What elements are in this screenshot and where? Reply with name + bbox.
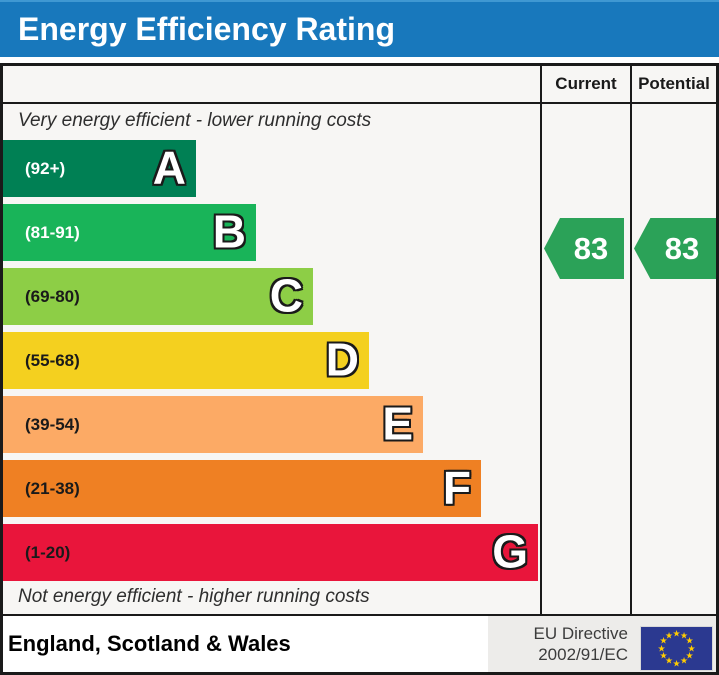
band-E: (39-54) E <box>3 396 423 453</box>
band-A: (92+) A <box>3 140 196 197</box>
eu-flag-star: ★ <box>685 650 694 661</box>
band-range-label: (1-20) <box>25 542 71 562</box>
eu-flag-star: ★ <box>685 635 694 646</box>
band-range-label: (39-54) <box>25 414 80 434</box>
band-letter: B <box>212 205 246 258</box>
eu-directive-label: EU Directive 2002/91/EC <box>498 616 628 672</box>
band-range-label: (21-38) <box>25 478 80 498</box>
potential-rating-arrow: 83 <box>634 218 716 279</box>
band-range-label: (69-80) <box>25 286 80 306</box>
band-G: (1-20) G <box>3 524 538 581</box>
top-note: Very energy efficient - lower running co… <box>18 110 372 131</box>
band-letter: F <box>442 461 471 514</box>
band-letter: G <box>492 525 528 578</box>
band-letter: A <box>152 141 186 194</box>
eu-directive-line1: EU Directive <box>533 623 628 643</box>
band-D: (55-68) D <box>3 332 369 389</box>
band-F: (21-38) F <box>3 460 481 517</box>
eu-flag-star: ★ <box>679 630 689 640</box>
band-range-label: (92+) <box>25 158 66 178</box>
potential-rating-value: 83 <box>664 230 700 266</box>
column-divider-potential <box>630 63 632 616</box>
eu-directive-line2: 2002/91/EC <box>538 645 628 664</box>
column-header-current: Current <box>555 74 617 93</box>
current-rating-arrow: 83 <box>544 218 624 279</box>
eu-flag-star: ★ <box>659 650 668 661</box>
current-rating-value: 83 <box>573 230 609 266</box>
footer-divider <box>0 614 719 616</box>
eu-flag-star: ★ <box>687 643 696 653</box>
column-header-potential: Potential <box>638 74 710 93</box>
band-letter: D <box>325 333 359 386</box>
eu-flag-icon: ★ ★ ★ ★ ★ ★ ★ ★ ★ ★ ★ ★ <box>640 626 713 671</box>
eu-flag-star: ★ <box>664 655 674 666</box>
eu-flag-star: ★ <box>672 658 681 668</box>
column-divider-current <box>540 63 542 616</box>
band-letter: C <box>269 269 303 322</box>
bottom-note: Not energy efficient - higher running co… <box>18 586 370 607</box>
page-title: Energy Efficiency Rating <box>18 11 395 47</box>
band-letter: E <box>382 397 413 450</box>
eu-flag-star: ★ <box>672 628 681 638</box>
eu-flag-star: ★ <box>664 630 674 640</box>
band-B: (81-91) B <box>3 204 256 261</box>
eu-flag-star: ★ <box>679 655 689 666</box>
eu-flag-star: ★ <box>657 643 666 653</box>
band-range-label: (81-91) <box>25 222 80 242</box>
footer-region-label: England, Scotland & Wales <box>8 631 291 656</box>
band-range-label: (55-68) <box>25 350 80 370</box>
title-bar: Energy Efficiency Rating <box>0 0 719 57</box>
band-C: (69-80) C <box>3 268 313 325</box>
eu-flag-star: ★ <box>659 635 668 646</box>
header-divider <box>0 102 719 104</box>
